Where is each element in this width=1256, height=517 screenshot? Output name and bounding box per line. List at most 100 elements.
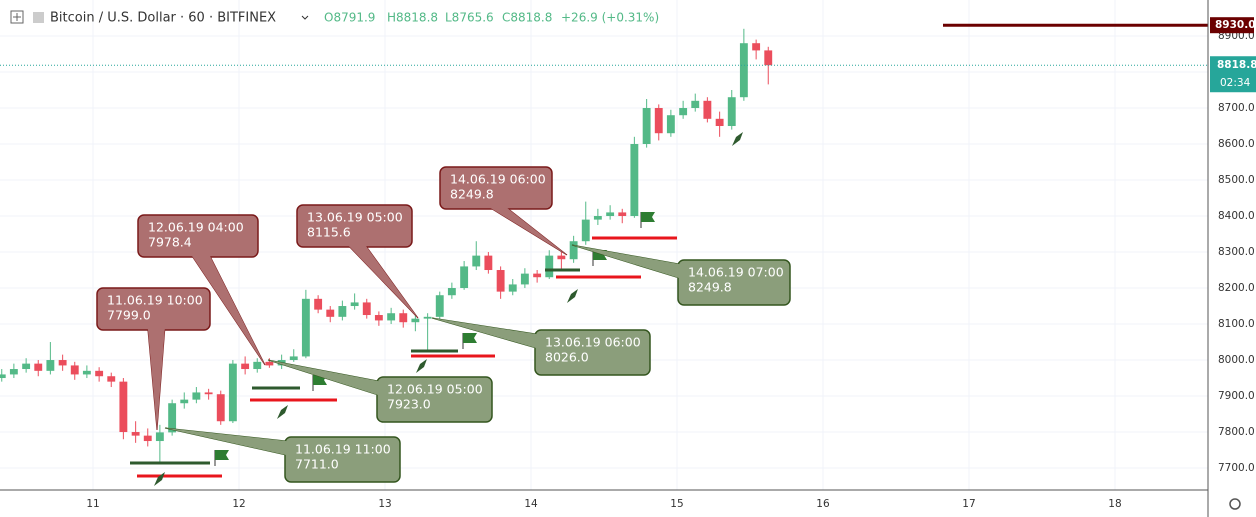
candle-body: [374, 315, 383, 321]
callout-time: 14.06.19 06:00: [450, 172, 546, 187]
candle-body: [22, 363, 31, 370]
candle-body: [180, 399, 189, 404]
candle-body: [82, 370, 91, 375]
callout-pointer-cover: [192, 256, 265, 365]
rocket-icon: [732, 132, 743, 146]
candle-body: [314, 298, 323, 310]
callout-time: 12.06.19 04:00: [148, 220, 244, 235]
callout-price: 8115.6: [307, 225, 351, 240]
expand-icon[interactable]: [10, 10, 24, 24]
candle-body: [58, 360, 67, 366]
candle-body: [289, 356, 298, 361]
callout-price: 8249.8: [450, 187, 494, 202]
ohlc-close: C8818.8: [502, 11, 552, 25]
candle-body: [447, 288, 456, 296]
candle-body: [691, 100, 700, 109]
candle-body: [764, 50, 773, 66]
candle-body: [9, 369, 18, 375]
candle-body: [70, 365, 79, 375]
callout-time: 14.06.19 07:00: [688, 265, 784, 280]
y-tick-label: 7800.0: [1218, 426, 1255, 438]
candle-body: [618, 212, 627, 217]
x-tick-label: 12: [232, 498, 245, 510]
candle-body: [399, 313, 408, 323]
resistance-label: 8930.0: [1215, 19, 1256, 31]
symbol-title[interactable]: Bitcoin / U.S. Dollar · 60 · BITFINEX: [50, 11, 276, 26]
callout-pointer-cover: [268, 360, 378, 395]
candle-body: [423, 316, 432, 319]
callout-time: 12.06.19 05:00: [387, 382, 483, 397]
x-tick-label: 18: [1108, 498, 1121, 510]
callout-price: 8249.8: [688, 280, 732, 295]
candle-body: [533, 273, 542, 278]
candle-body: [472, 255, 481, 267]
callout-time: 13.06.19 06:00: [545, 335, 641, 350]
candle-body: [496, 270, 505, 292]
candle-body: [95, 370, 104, 377]
candle-body: [654, 108, 663, 134]
candle-body: [301, 298, 310, 357]
candle-body: [703, 100, 712, 119]
countdown-label: 02:34: [1220, 77, 1251, 89]
candle-body: [338, 306, 347, 317]
candle-body: [581, 219, 590, 242]
callout-time: 11.06.19 11:00: [295, 442, 391, 457]
callout-time: 11.06.19 10:00: [107, 293, 203, 308]
y-tick-label: 8000.0: [1218, 354, 1255, 366]
y-tick-label: 8600.0: [1218, 138, 1255, 150]
last-price-bg: [1210, 56, 1256, 93]
callout-price: 7711.0: [295, 457, 339, 472]
rocket-icon: [416, 359, 427, 373]
header: Bitcoin / U.S. Dollar · 60 · BITFINEX O8…: [10, 10, 659, 26]
y-tick-label: 8700.0: [1218, 102, 1255, 114]
x-tick-label: 11: [86, 498, 99, 510]
candle-body: [46, 360, 55, 371]
callout-box: [534, 329, 651, 376]
y-tick-label: 8200.0: [1218, 282, 1255, 294]
candle-body: [739, 43, 748, 98]
callout-box: [376, 376, 493, 423]
candle-body: [253, 361, 262, 370]
candle-body: [593, 216, 602, 220]
candle-body: [0, 374, 6, 379]
candle-body: [131, 432, 140, 436]
expand-icon-plus: [13, 13, 21, 21]
candle-body: [241, 363, 250, 370]
callout-box: [677, 259, 791, 306]
callout-pointer-cover: [147, 329, 165, 430]
y-tick-label: 7700.0: [1218, 462, 1255, 474]
candle-body: [34, 363, 43, 371]
candle-body: [508, 284, 517, 292]
plot: [0, 23, 1208, 465]
resistance-label-bg: [1210, 17, 1254, 34]
gear-icon[interactable]: [1229, 498, 1241, 510]
flag: [215, 450, 229, 460]
candle-body: [204, 392, 213, 395]
candle-body: [265, 361, 274, 366]
candle-body: [107, 376, 116, 382]
y-tick-label: 8300.0: [1218, 246, 1255, 258]
x-tick-label: 15: [670, 498, 683, 510]
settings-gear[interactable]: [1229, 498, 1241, 510]
candle-body: [435, 295, 444, 317]
callout-pointer-cover: [490, 208, 567, 255]
callout-price: 7799.0: [107, 308, 151, 323]
candle-body: [520, 273, 529, 285]
candle-body: [228, 363, 237, 422]
candle-body: [642, 108, 651, 145]
y-tick-label: 8400.0: [1218, 210, 1255, 222]
callout-price: 8026.0: [545, 350, 589, 365]
candle-body: [168, 403, 177, 433]
candle-body: [119, 381, 128, 433]
candle-body: [460, 266, 469, 289]
dropdown-caret[interactable]: [301, 15, 309, 20]
callout-pointer-cover: [165, 428, 286, 455]
x-tick-label: 13: [378, 498, 391, 510]
ohlc-high: H8818.8: [387, 11, 438, 25]
